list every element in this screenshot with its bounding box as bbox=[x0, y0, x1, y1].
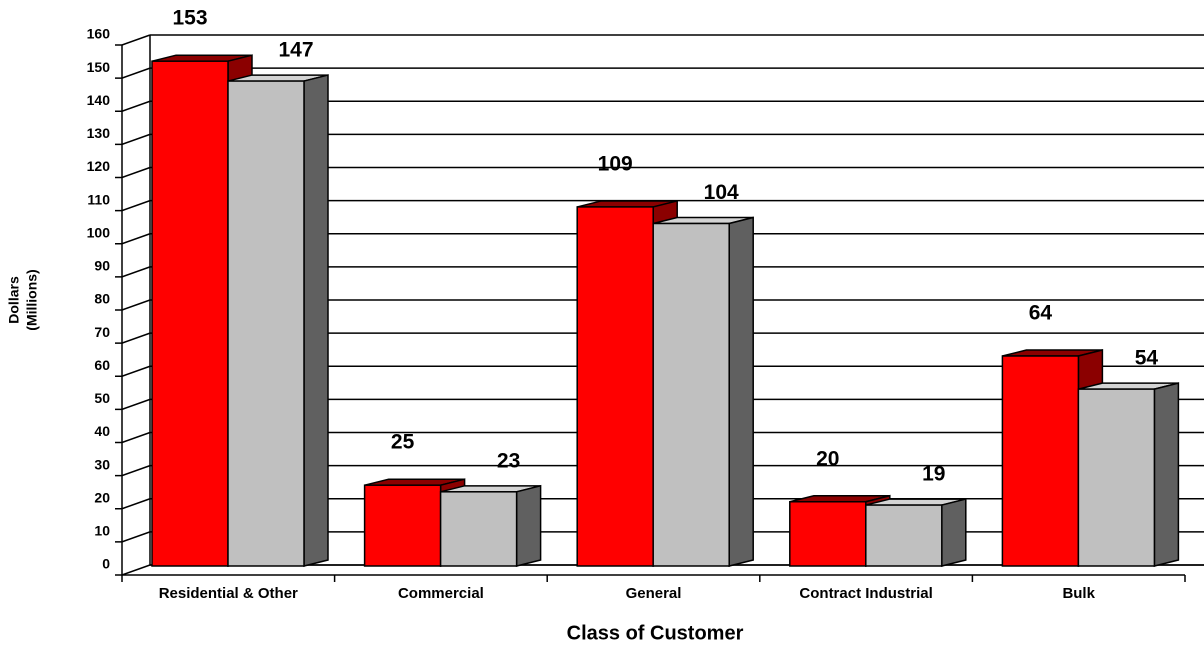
y-tick-label: 20 bbox=[94, 489, 110, 505]
y-tick-label: 60 bbox=[94, 357, 110, 373]
data-label: 20 bbox=[816, 447, 839, 470]
y-tick-label: 110 bbox=[87, 191, 110, 207]
y-tick-depth bbox=[121, 464, 151, 477]
y-tick-label: 130 bbox=[87, 125, 111, 141]
bar-side bbox=[303, 74, 329, 567]
bar bbox=[1077, 388, 1156, 567]
y-tick-label: 80 bbox=[94, 291, 110, 307]
y-tick-depth bbox=[121, 266, 151, 278]
y-tick-depth bbox=[121, 498, 151, 510]
y-tick-depth bbox=[121, 34, 151, 46]
bar bbox=[227, 80, 305, 567]
y-tick-depth bbox=[121, 67, 151, 79]
y-tick-depth bbox=[121, 299, 151, 311]
x-tick-label: Commercial bbox=[398, 585, 484, 602]
bar-side bbox=[728, 216, 754, 567]
y-tick-depth bbox=[121, 233, 151, 245]
bar bbox=[652, 222, 730, 567]
x-tick-label: Bulk bbox=[1062, 585, 1095, 602]
data-label: 54 bbox=[1135, 347, 1159, 370]
bar bbox=[363, 484, 442, 567]
data-label: 23 bbox=[497, 449, 520, 472]
x-tick-label: Contract Industrial bbox=[799, 585, 932, 602]
bar-side bbox=[941, 498, 967, 567]
data-label: 64 bbox=[1029, 302, 1053, 325]
bar bbox=[439, 491, 518, 567]
data-label: 109 bbox=[598, 152, 633, 175]
y-tick-depth bbox=[121, 133, 151, 146]
y-axis-label: Dollars bbox=[6, 276, 22, 324]
y-tick-depth bbox=[121, 365, 151, 377]
y-tick-label: 120 bbox=[87, 158, 111, 174]
y-tick-label: 10 bbox=[94, 523, 110, 539]
data-label: 19 bbox=[922, 463, 945, 486]
y-tick-depth bbox=[121, 431, 151, 444]
y-tick-label: 30 bbox=[94, 456, 110, 472]
bar bbox=[789, 501, 867, 567]
x-axis-label: Class of Customer bbox=[567, 622, 744, 644]
y-tick-label: 140 bbox=[87, 92, 111, 108]
data-label: 147 bbox=[278, 39, 313, 62]
data-label: 104 bbox=[704, 181, 739, 204]
y-tick-label: 40 bbox=[94, 423, 110, 439]
data-label: 153 bbox=[172, 7, 207, 30]
y-tick-depth bbox=[121, 398, 151, 411]
y-tick-label: 100 bbox=[87, 224, 111, 240]
x-tick-label: General bbox=[626, 585, 682, 602]
y-tick-depth bbox=[121, 199, 151, 212]
bar bbox=[151, 60, 229, 567]
y-tick-label: 0 bbox=[102, 556, 110, 572]
bar bbox=[1001, 355, 1080, 567]
bar bbox=[576, 206, 654, 567]
y-tick-label: 160 bbox=[87, 26, 111, 42]
y-tick-depth bbox=[121, 332, 151, 344]
y-tick-depth bbox=[121, 100, 151, 112]
y-tick-depth bbox=[121, 166, 151, 179]
y-tick-depth bbox=[121, 564, 151, 576]
x-tick-label: Residential & Other bbox=[159, 585, 298, 602]
y-tick-depth bbox=[121, 531, 151, 543]
y-tick-label: 150 bbox=[87, 59, 111, 75]
y-tick-label: 70 bbox=[94, 324, 110, 340]
y-axis-label: (Millions) bbox=[24, 269, 40, 330]
data-label: 25 bbox=[391, 431, 415, 454]
y-tick-label: 50 bbox=[94, 390, 110, 406]
bar-side bbox=[515, 484, 542, 567]
bar bbox=[865, 504, 943, 567]
y-tick-label: 90 bbox=[94, 258, 110, 274]
bar-side bbox=[1153, 382, 1180, 567]
